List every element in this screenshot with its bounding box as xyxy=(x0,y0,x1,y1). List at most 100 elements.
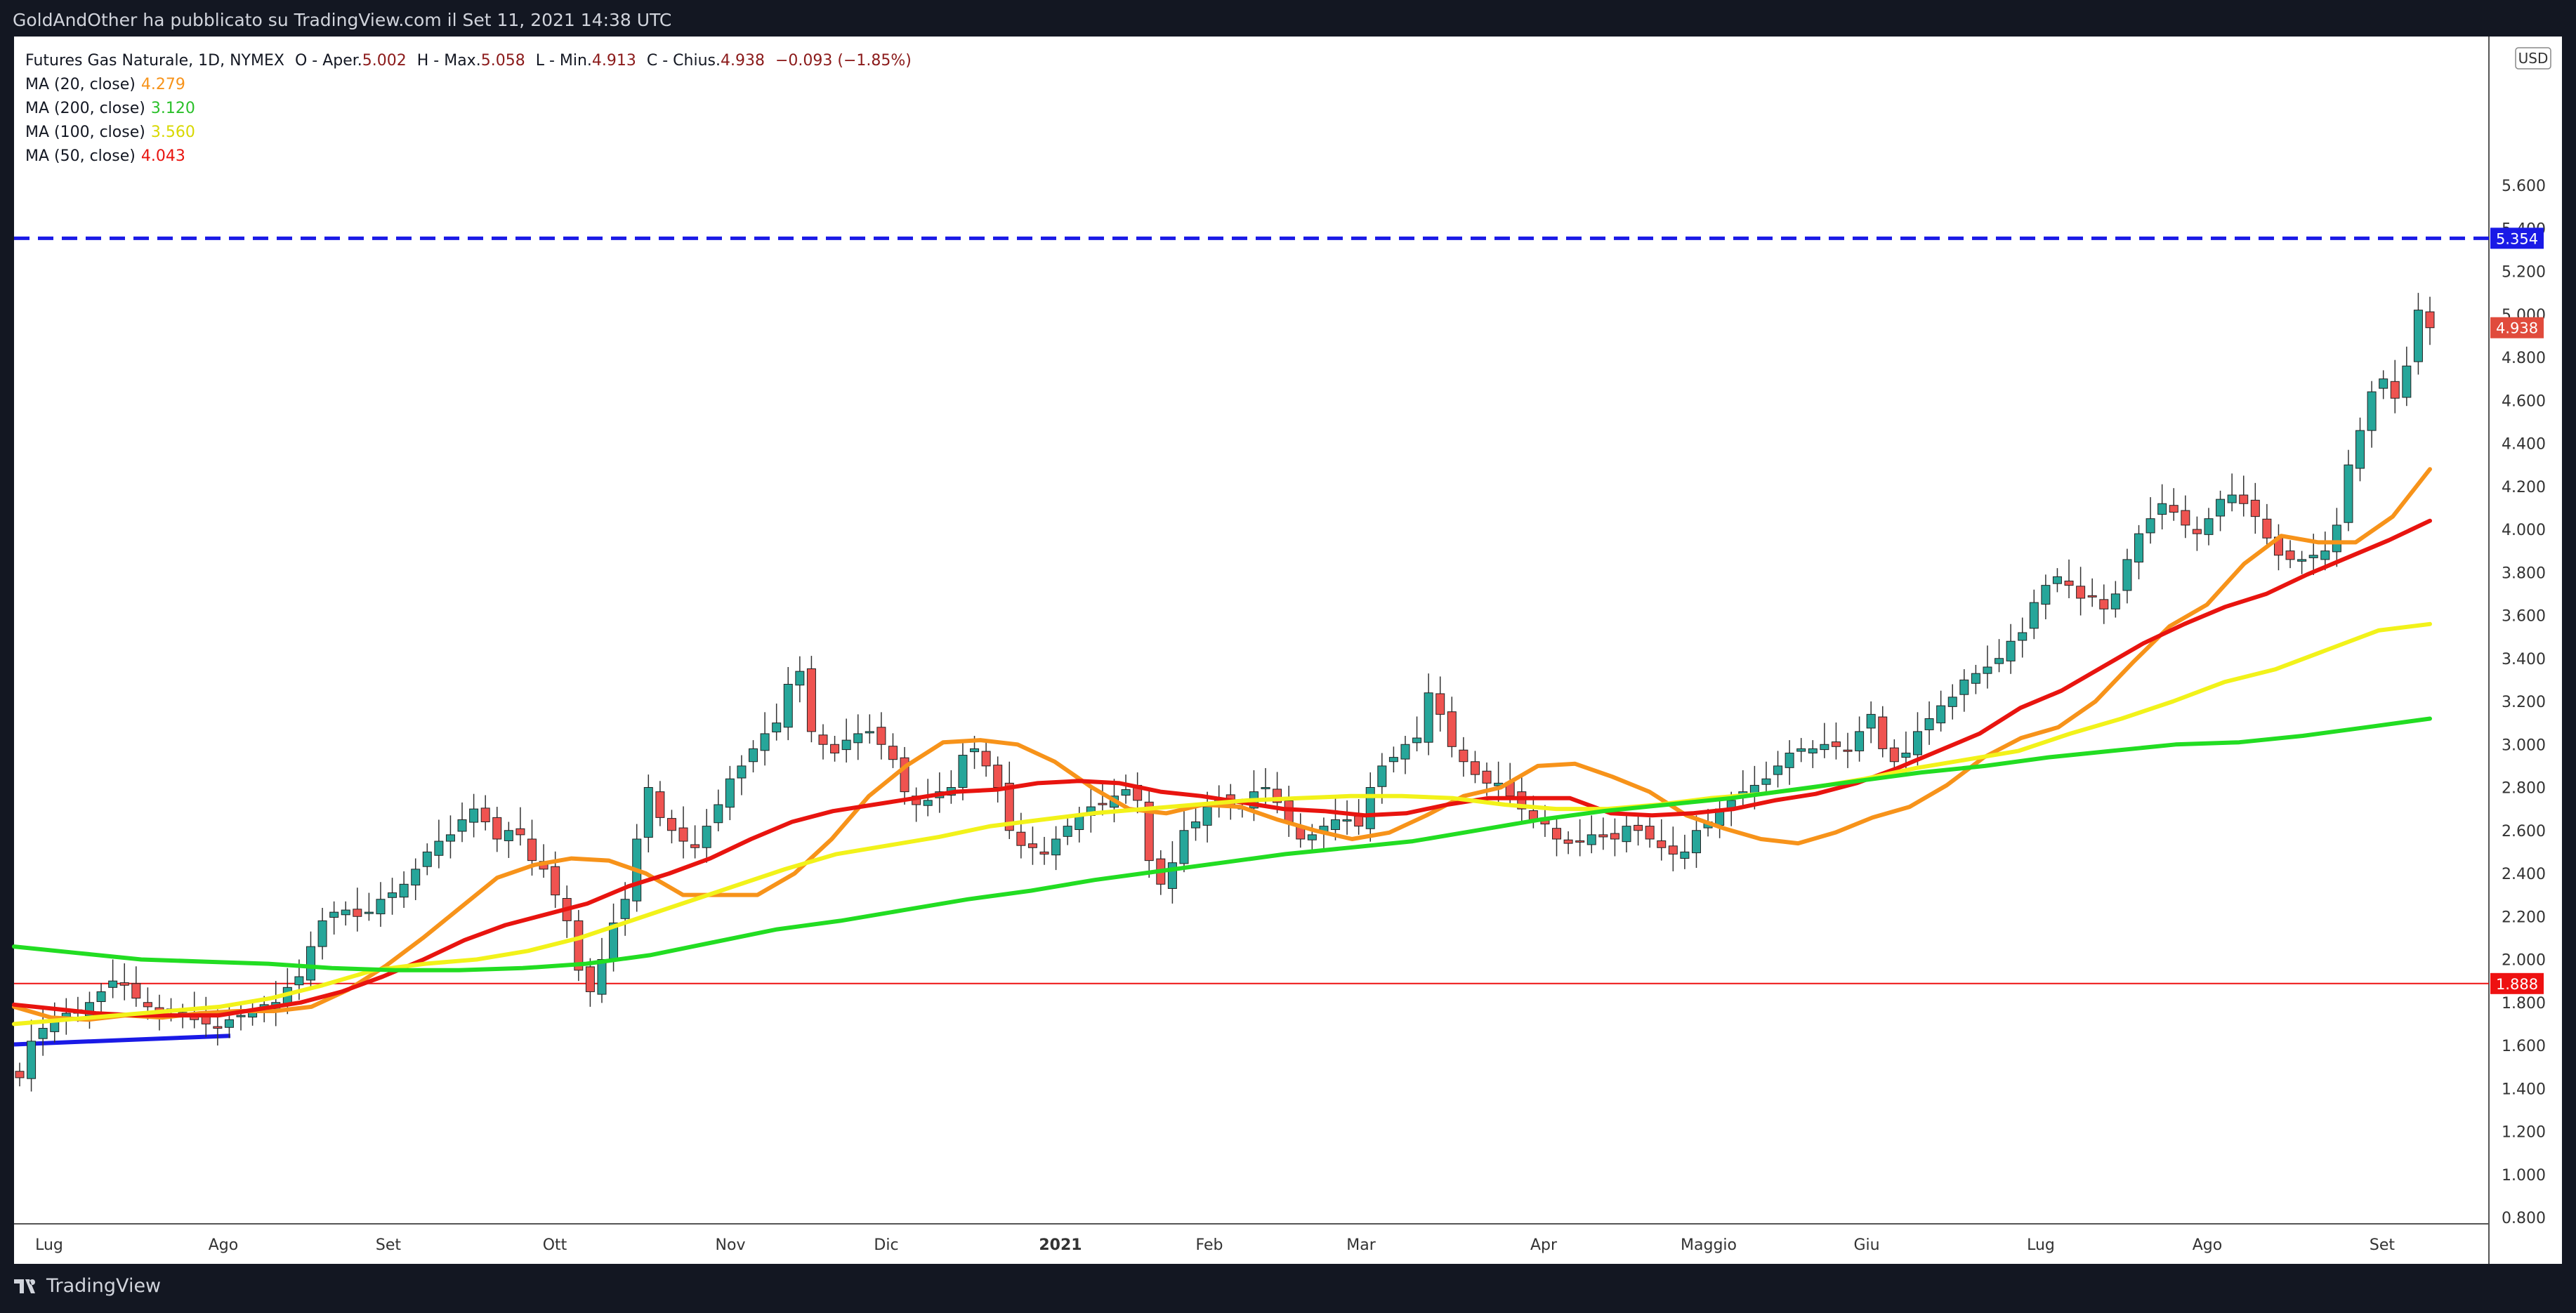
legend-ma-value: 4.043 xyxy=(140,147,185,165)
candle-body xyxy=(620,899,630,919)
candle-body xyxy=(480,807,490,823)
candle-body xyxy=(2018,632,2028,641)
candle-body xyxy=(1843,749,1853,752)
trendline[interactable] xyxy=(13,1034,231,1047)
candle-body xyxy=(2052,576,2062,584)
candle-body xyxy=(1634,824,1643,831)
candle-body xyxy=(714,804,723,824)
price-tag xyxy=(2490,227,2544,249)
candle-body xyxy=(1388,757,1398,763)
candle-body xyxy=(1866,713,1876,729)
legend-ma-value: 3.560 xyxy=(150,124,195,141)
candle-body xyxy=(1657,840,1667,848)
candle-body xyxy=(224,1019,234,1028)
legend-symbol: Futures Gas Naturale, 1D, NYMEX xyxy=(25,52,284,70)
candle-body xyxy=(434,840,444,856)
candle-body xyxy=(376,899,386,915)
currency-label[interactable]: USD xyxy=(2518,50,2549,67)
candle-body xyxy=(2041,585,2051,605)
legend-ma-label: MA (200, close) xyxy=(25,100,145,117)
price-tick-label: 3.000 xyxy=(2502,737,2546,754)
candle-body xyxy=(492,817,502,840)
price-tick-label: 0.800 xyxy=(2502,1210,2546,1227)
candle-body xyxy=(1680,851,1690,859)
candle-body xyxy=(2134,533,2144,563)
chart-frame[interactable] xyxy=(14,37,2562,1264)
candle-body xyxy=(1610,833,1619,840)
candle-body xyxy=(1365,787,1375,829)
candle-body xyxy=(2006,640,2016,661)
candle-body xyxy=(445,834,455,842)
legend-ma-label: MA (50, close) xyxy=(25,147,136,165)
candle-body xyxy=(1995,658,2004,664)
tradingview-logo[interactable]: TradingView xyxy=(13,1275,161,1297)
candle-body xyxy=(1051,838,1061,856)
candle-body xyxy=(818,734,828,745)
candle-body xyxy=(1424,692,1433,743)
candle-body xyxy=(388,892,397,898)
candle-body xyxy=(1959,679,1969,695)
candle-body xyxy=(119,982,129,986)
candle-body xyxy=(585,966,595,992)
candle-body xyxy=(2285,550,2295,560)
ma-line[interactable] xyxy=(12,621,2432,1027)
candle-body xyxy=(574,920,584,971)
candle-body xyxy=(1924,718,1934,730)
candle-body xyxy=(1773,765,1783,775)
legend-close-label: C - Chius. xyxy=(646,52,721,70)
currency-button[interactable] xyxy=(2515,47,2551,70)
candle-body xyxy=(1004,782,1014,831)
legend-ma-row[interactable]: MA (100, close) 3.560 xyxy=(25,121,912,145)
price-tick-label: 4.600 xyxy=(2502,392,2546,410)
candle-body xyxy=(1191,822,1201,829)
legend-ma-label: MA (100, close) xyxy=(25,124,145,141)
candle-body xyxy=(551,866,560,896)
time-axis-label: Set xyxy=(376,1236,402,1254)
time-axis-label: Lug xyxy=(2027,1236,2055,1254)
candle-body xyxy=(1331,819,1341,831)
candle-body xyxy=(749,748,758,763)
legend-ma-row[interactable]: MA (200, close) 3.120 xyxy=(25,97,912,121)
candle-body xyxy=(1785,753,1794,768)
candle-body xyxy=(2087,595,2097,598)
candle-body xyxy=(1459,749,1468,763)
candle-body xyxy=(399,883,409,898)
candle-body xyxy=(1027,843,1037,848)
candle-body xyxy=(853,733,863,744)
candle-body xyxy=(2425,311,2435,329)
legend-close-value: 4.938 xyxy=(721,52,765,70)
candle-body xyxy=(527,838,537,862)
ma-line[interactable] xyxy=(12,518,2432,1018)
ma-line[interactable] xyxy=(12,467,2432,1022)
legend-open-value: 5.002 xyxy=(362,52,407,70)
brand-name: TradingView xyxy=(46,1275,162,1297)
time-axis-label: Ago xyxy=(209,1236,238,1254)
time-axis-label: Lug xyxy=(35,1236,63,1254)
candle-body xyxy=(841,739,851,751)
legend-ma-label: MA (20, close) xyxy=(25,76,136,93)
candle-body xyxy=(2262,518,2272,539)
price-tag-label: 4.938 xyxy=(2496,320,2538,337)
legend-high-value: 5.058 xyxy=(480,52,525,70)
candle-body xyxy=(1552,828,1562,840)
candle-body xyxy=(2297,559,2307,562)
candle-body xyxy=(2332,524,2341,553)
candle-body xyxy=(2204,518,2214,535)
candle-body xyxy=(1063,826,1072,837)
ma-line[interactable] xyxy=(12,716,2432,972)
legend-ma-row[interactable]: MA (20, close) 4.279 xyxy=(25,73,912,97)
candle-body xyxy=(1435,693,1445,715)
candle-body xyxy=(981,751,991,767)
candle-body xyxy=(1400,744,1410,760)
candle-body xyxy=(2355,430,2365,469)
time-axis-label: Nov xyxy=(716,1236,746,1254)
price-tick-label: 4.000 xyxy=(2502,522,2546,539)
candle-body xyxy=(725,778,735,808)
price-tag xyxy=(2490,972,2544,994)
candle-body xyxy=(1901,753,1911,758)
candle-body xyxy=(783,684,793,728)
time-axis-label: Mar xyxy=(1346,1236,1376,1254)
candle-body xyxy=(2227,494,2237,503)
legend-ma-row[interactable]: MA (50, close) 4.043 xyxy=(25,145,912,169)
